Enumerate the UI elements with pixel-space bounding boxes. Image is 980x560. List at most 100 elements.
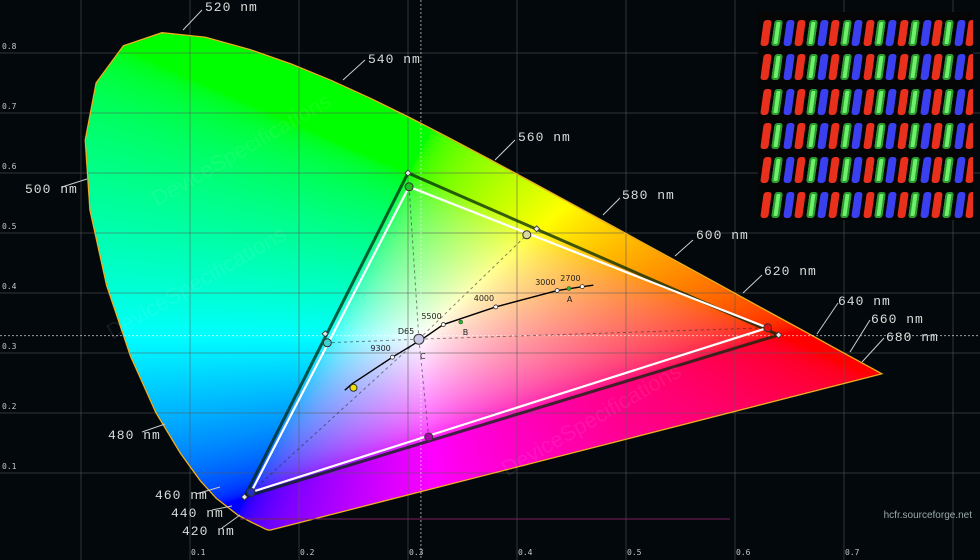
x-tick-label: 0.4 [518, 548, 533, 557]
measured-point-magenta [424, 432, 434, 442]
subpixel [782, 157, 795, 184]
subpixel [828, 122, 841, 149]
subpixel [817, 191, 829, 218]
cct-point [440, 322, 446, 327]
wavelength-label: 440 nm [171, 506, 224, 521]
measured-point-extra [349, 383, 358, 392]
footer-credit: hcfr.sourceforge.net [883, 510, 972, 521]
subpixel [760, 54, 772, 81]
subpixel [828, 54, 841, 81]
measured-point-green [404, 182, 414, 192]
subpixel [896, 122, 909, 149]
subpixel [919, 54, 932, 81]
subpixel [908, 54, 921, 81]
subpixel [782, 122, 795, 149]
subpixel [896, 54, 909, 81]
reference-point-red [775, 331, 783, 339]
wavelength-label: 420 nm [182, 524, 235, 539]
wavelength-leader-line [141, 423, 166, 433]
wavelength-leader-line [61, 178, 88, 188]
measured-point-blue [246, 487, 256, 497]
y-tick-label: 0.5 [2, 222, 17, 231]
subpixel [805, 20, 818, 46]
wavelength-label: 540 nm [368, 52, 421, 67]
subpixel [760, 88, 772, 115]
subpixel [839, 191, 852, 218]
subpixel [782, 20, 795, 46]
subpixel [942, 191, 955, 218]
subpixel [760, 157, 772, 184]
subpixel [885, 20, 898, 46]
subpixel [862, 54, 875, 81]
illuminant-label: A [566, 294, 573, 304]
wavelength-label: 580 nm [622, 188, 675, 203]
subpixel [885, 122, 898, 149]
wavelength-label: 500 nm [25, 182, 78, 197]
subpixel [896, 20, 909, 46]
measured-point-white [413, 333, 425, 345]
subpixel [885, 88, 898, 115]
subpixel [953, 54, 966, 81]
wavelength-label: 680 nm [886, 330, 939, 345]
reference-point-cyan [321, 330, 329, 338]
subpixel [828, 157, 841, 184]
subpixel [908, 157, 921, 184]
measured-point-cyan [322, 338, 332, 348]
subpixel [931, 122, 943, 149]
reference-point-blue [240, 493, 249, 501]
subpixel [874, 191, 886, 218]
subpixel [931, 88, 943, 115]
x-tick-label: 0.2 [300, 548, 315, 557]
dashed-line-cyan [327, 338, 419, 344]
cct-point [554, 288, 560, 293]
subpixel [953, 122, 966, 149]
subpixel [771, 88, 784, 115]
subpixel [805, 54, 818, 81]
dashed-line-red [418, 327, 768, 340]
wavelength-label: 660 nm [871, 312, 924, 327]
subpixel [953, 20, 966, 46]
subpixel [817, 20, 829, 46]
subpixel [839, 88, 852, 115]
subpixel [965, 54, 973, 81]
subpixel [805, 122, 818, 149]
dashed-line-green [408, 186, 420, 340]
subpixel [942, 88, 955, 115]
subpixel [760, 191, 772, 218]
cct-point [579, 284, 585, 290]
subpixel [885, 191, 898, 218]
cct-label: 4000 [473, 293, 495, 303]
cct-point [493, 304, 499, 310]
wavelength-leader-line [861, 337, 885, 363]
illuminant-point [458, 319, 464, 325]
subpixel [953, 88, 966, 115]
wavelength-label: 480 nm [108, 428, 161, 443]
subpixel [839, 20, 852, 46]
subpixel [862, 88, 875, 115]
reference-point-green [404, 169, 412, 177]
x-tick-label: 0.6 [736, 548, 751, 557]
subpixel [828, 191, 841, 218]
y-tick-label: 0.7 [2, 102, 17, 111]
wavelength-leader-line [674, 239, 694, 257]
subpixel [931, 191, 943, 218]
subpixel [851, 191, 864, 218]
subpixel [851, 122, 864, 149]
subpixel [771, 191, 784, 218]
subpixel [782, 54, 795, 81]
reference-point-yellow [533, 225, 541, 233]
subpixel [771, 20, 784, 46]
subpixel [965, 20, 973, 46]
subpixel [874, 88, 886, 115]
subpixel [805, 157, 818, 184]
subpixel [942, 20, 955, 46]
subpixel [817, 88, 829, 115]
cct-label: 3000 [535, 277, 556, 287]
wavelength-leader-line [816, 302, 839, 335]
subpixel [896, 157, 909, 184]
subpixel [874, 20, 886, 46]
subpixel [874, 54, 886, 81]
subpixel [760, 20, 772, 46]
subpixel [953, 191, 966, 218]
